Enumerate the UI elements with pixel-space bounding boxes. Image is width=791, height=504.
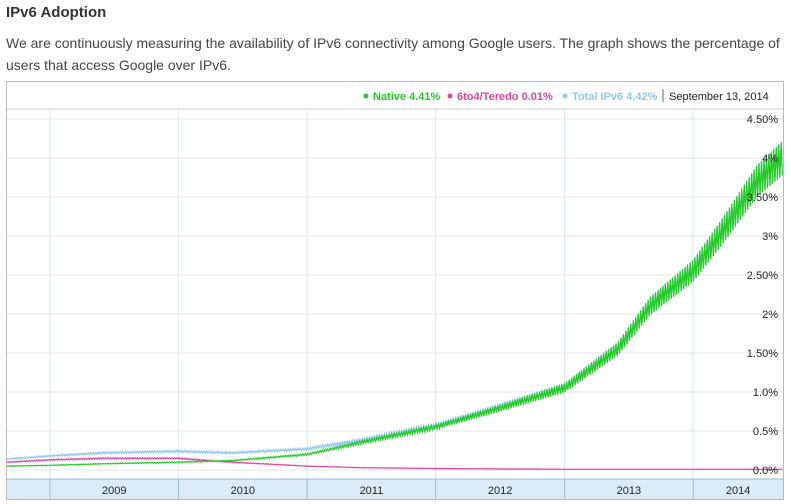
legend-date: September 13, 2014	[669, 91, 769, 103]
legend: Native 4.41% 6to4/Teredo 0.01% Total IPv…	[363, 89, 769, 103]
y-tick-label: 4%	[762, 153, 778, 165]
y-tick-label: 4.50%	[747, 114, 778, 126]
x-tick-label: 2012	[488, 485, 512, 497]
grid	[7, 110, 783, 479]
series-lines	[6, 141, 783, 470]
legend-dot-native	[363, 93, 369, 99]
y-tick-label: 3.50%	[747, 192, 778, 204]
x-tick-label: 2014	[726, 485, 750, 497]
x-tick-label: 2013	[617, 485, 641, 497]
series-line-6to4-teredo	[6, 456, 783, 470]
x-tick-label: 2009	[102, 485, 126, 497]
y-tick-label: 2.50%	[747, 270, 778, 282]
page-description: We are continuously measuring the availa…	[6, 35, 780, 73]
y-tick-label: 1.0%	[753, 387, 778, 399]
x-axis: 2009 2010 2011 2012 2013 2014	[49, 479, 750, 499]
y-axis: 0.0% 0.5% 1.0% 1.50% 2% 2.50% 3% 3.50% 4% 4.50%	[747, 114, 778, 477]
y-tick-label: 1.50%	[747, 348, 778, 360]
ipv6-adoption-chart: Native 4.41% 6to4/Teredo 0.01% Total IPv…	[6, 81, 784, 500]
series-line-native	[6, 142, 783, 467]
y-tick-label: 3%	[762, 231, 778, 243]
page-title: IPv6 Adoption	[6, 4, 107, 21]
x-tick-label: 2010	[231, 485, 255, 497]
x-axis-band	[7, 479, 783, 499]
y-tick-label: 0.0%	[753, 465, 778, 477]
chart-canvas: Native 4.41% 6to4/Teredo 0.01% Total IPv…	[6, 82, 783, 499]
y-tick-label: 0.5%	[753, 426, 778, 438]
legend-dot-total	[562, 93, 568, 99]
legend-bar	[7, 82, 783, 109]
legend-dot-6to4	[447, 93, 453, 99]
legend-total-ipv6[interactable]: Total IPv6 4.42%	[572, 91, 658, 103]
x-tick-label: 2011	[360, 485, 384, 497]
y-tick-label: 2%	[762, 309, 778, 321]
legend-native[interactable]: Native 4.41%	[373, 91, 440, 103]
legend-6to4-teredo[interactable]: 6to4/Teredo 0.01%	[457, 91, 553, 103]
